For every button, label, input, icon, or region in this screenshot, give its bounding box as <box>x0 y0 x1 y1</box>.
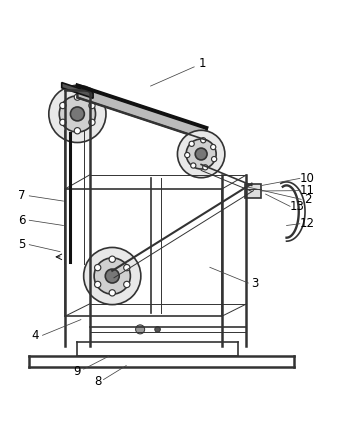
Circle shape <box>201 138 206 143</box>
Text: 9: 9 <box>74 365 81 378</box>
Circle shape <box>74 127 81 134</box>
Text: 3: 3 <box>252 277 259 289</box>
Text: 4: 4 <box>32 329 39 342</box>
Circle shape <box>211 144 216 150</box>
Text: 10: 10 <box>300 172 315 185</box>
Circle shape <box>109 256 116 262</box>
Circle shape <box>186 139 216 169</box>
Circle shape <box>124 281 130 288</box>
Circle shape <box>60 103 66 109</box>
Text: 8: 8 <box>94 375 102 388</box>
Circle shape <box>189 141 194 147</box>
Circle shape <box>191 163 196 168</box>
Bar <box>245 184 261 198</box>
Circle shape <box>135 325 145 334</box>
Text: 11: 11 <box>300 184 315 197</box>
Polygon shape <box>62 83 93 98</box>
Circle shape <box>195 148 207 160</box>
Text: 2: 2 <box>304 193 311 206</box>
Circle shape <box>109 289 116 296</box>
Circle shape <box>155 327 160 332</box>
Circle shape <box>49 85 106 143</box>
Circle shape <box>89 103 95 109</box>
Circle shape <box>211 156 217 162</box>
Circle shape <box>105 269 119 283</box>
Text: 6: 6 <box>18 214 25 227</box>
Circle shape <box>89 119 95 126</box>
Circle shape <box>59 96 96 132</box>
Circle shape <box>60 119 66 126</box>
Circle shape <box>203 165 208 170</box>
Circle shape <box>124 265 130 271</box>
Text: 5: 5 <box>18 238 25 251</box>
Text: 7: 7 <box>18 189 25 202</box>
Circle shape <box>84 247 141 305</box>
Circle shape <box>94 258 131 294</box>
Polygon shape <box>77 85 206 140</box>
Circle shape <box>185 152 190 158</box>
Circle shape <box>74 94 81 100</box>
Text: 1: 1 <box>199 57 206 70</box>
Circle shape <box>94 281 101 288</box>
Text: 12: 12 <box>300 217 315 230</box>
Circle shape <box>94 265 101 271</box>
Circle shape <box>177 131 225 178</box>
Text: 13: 13 <box>289 200 304 213</box>
Circle shape <box>70 107 84 121</box>
